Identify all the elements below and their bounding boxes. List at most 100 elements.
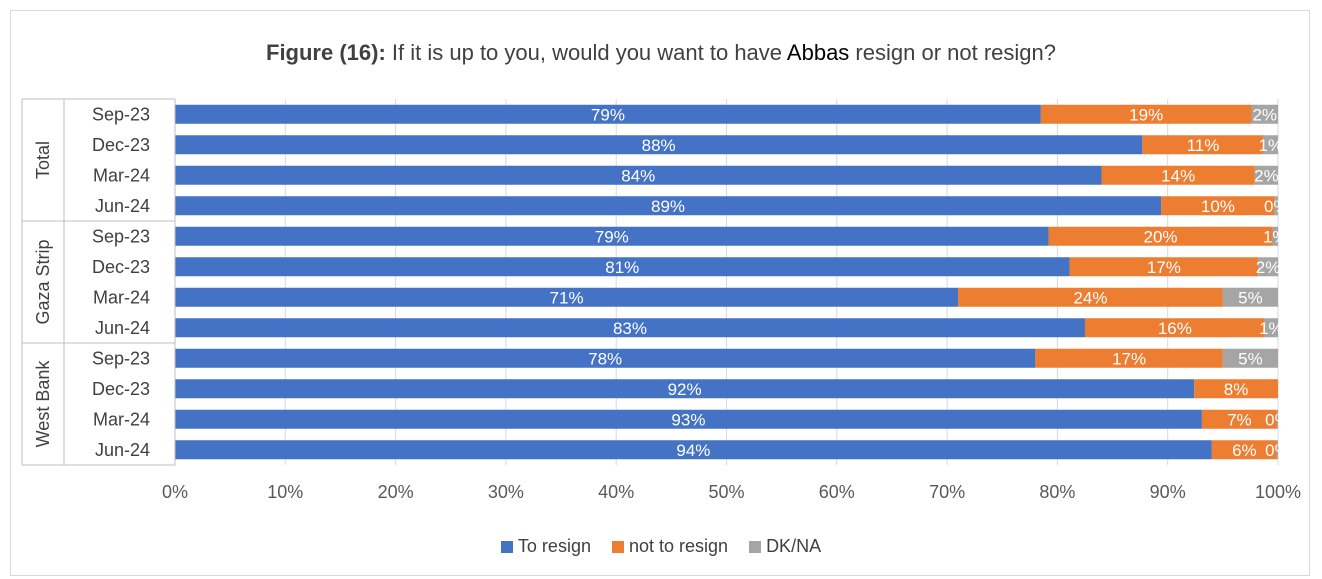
group-label: Gaza Strip (33, 239, 53, 324)
bar-not-to-resign (1161, 196, 1275, 216)
x-tick-label: 60% (819, 482, 855, 502)
bar-to-resign (175, 196, 1162, 216)
title-text-pre: If it is up to you, would you want to ha… (385, 40, 787, 65)
bar-not-to-resign (958, 287, 1223, 307)
bar-dk-na (1222, 287, 1278, 307)
bar-dk-na (1276, 409, 1278, 429)
data-label-to-resign: 89% (651, 197, 685, 216)
bar-not-to-resign (1101, 165, 1255, 185)
legend-item-dk-na: DK/NA (749, 536, 821, 557)
legend-swatch-dk-na (749, 541, 762, 553)
data-label-not-to-resign: 20% (1144, 227, 1178, 246)
data-label-dk-na: 0% (1265, 410, 1290, 429)
x-tick-label: 50% (708, 482, 744, 502)
data-label-to-resign: 79% (591, 105, 625, 124)
data-label-not-to-resign: 16% (1158, 319, 1192, 338)
x-tick-label: 90% (1150, 482, 1186, 502)
chart-legend: To resign not to resign DK/NA (0, 536, 1322, 557)
data-label-dk-na: 1% (1263, 227, 1288, 246)
bar-to-resign (175, 348, 1036, 368)
category-label: Mar-24 (93, 409, 150, 429)
bar-to-resign (175, 287, 959, 307)
data-label-dk-na: 2% (1252, 105, 1277, 124)
data-label-not-to-resign: 17% (1147, 258, 1181, 277)
category-label: Jun-24 (95, 318, 150, 338)
data-label-to-resign: 84% (621, 166, 655, 185)
bar-dk-na (1276, 440, 1278, 460)
bar-not-to-resign (1142, 135, 1264, 155)
data-label-not-to-resign: 24% (1073, 288, 1107, 307)
bar-to-resign (175, 104, 1041, 124)
x-tick-label: 10% (267, 482, 303, 502)
category-label: Jun-24 (95, 196, 150, 216)
bar-not-to-resign (1048, 226, 1273, 246)
data-label-not-to-resign: 8% (1224, 380, 1249, 399)
data-label-not-to-resign: 7% (1227, 410, 1252, 429)
bar-dk-na (1251, 104, 1278, 124)
category-label: Mar-24 (93, 165, 150, 185)
category-label: Mar-24 (93, 287, 150, 307)
data-label-dk-na: 0% (1264, 197, 1289, 216)
legend-item-not-to-resign: not to resign (611, 536, 729, 557)
data-label-dk-na: 0% (1265, 441, 1290, 460)
data-label-to-resign: 81% (605, 258, 639, 277)
data-label-dk-na: 2% (1254, 166, 1279, 185)
data-label-dk-na: 1% (1259, 319, 1284, 338)
data-label-not-to-resign: 6% (1232, 441, 1257, 460)
legend-label-dk-na: DK/NA (766, 536, 822, 556)
bar-to-resign (175, 379, 1195, 399)
data-label-not-to-resign: 17% (1112, 349, 1146, 368)
data-label-to-resign: 88% (642, 136, 676, 155)
bar-not-to-resign (1211, 440, 1277, 460)
bar-dk-na (1254, 165, 1278, 185)
bar-to-resign (175, 318, 1085, 338)
legend-label-to-resign: To resign (517, 536, 591, 556)
bar-not-to-resign (1201, 409, 1277, 429)
category-label: Sep-23 (92, 104, 150, 124)
bar-to-resign (175, 226, 1049, 246)
data-label-not-to-resign: 19% (1129, 105, 1163, 124)
bar-to-resign (175, 409, 1202, 429)
group-label: West Bank (33, 360, 53, 448)
bar-to-resign (175, 257, 1070, 277)
title-name: Abbas (786, 40, 850, 65)
category-label: Dec-23 (92, 257, 150, 277)
x-tick-label: 80% (1039, 482, 1075, 502)
data-label-not-to-resign: 14% (1161, 166, 1195, 185)
category-label: Dec-23 (92, 379, 150, 399)
data-label-not-to-resign: 10% (1201, 197, 1235, 216)
bar-chart: 0% 10% 20% 30% 40% 50% 60% 70% 80% 90% 100% 79% 19% 2… (21, 98, 1301, 502)
bar-dk-na (1222, 348, 1278, 368)
data-label-dk-na: 1% (1259, 136, 1284, 155)
data-label-to-resign: 78% (588, 349, 622, 368)
chart-title: Figure (16): If it is up to you, would y… (0, 40, 1322, 66)
x-tick-label: 100% (1255, 482, 1301, 502)
data-label-to-resign: 71% (550, 288, 584, 307)
data-label-to-resign: 92% (668, 380, 702, 399)
bar-dk-na (1263, 135, 1278, 155)
bar-not-to-resign (1194, 379, 1278, 399)
bar-dk-na (1274, 196, 1278, 216)
data-label-dk-na: 5% (1238, 288, 1263, 307)
title-text-post: resign or not resign? (849, 40, 1056, 65)
x-tick-label: 0% (162, 482, 188, 502)
category-label: Jun-24 (95, 440, 150, 460)
data-label-dk-na: 2% (1256, 258, 1281, 277)
x-tick-label: 40% (598, 482, 634, 502)
bar-to-resign (175, 165, 1102, 185)
bar-to-resign (175, 440, 1212, 460)
x-tick-label: 20% (378, 482, 414, 502)
bar-to-resign (175, 135, 1143, 155)
legend-item-to-resign: To resign (500, 536, 591, 557)
data-label-dk-na: 5% (1238, 349, 1263, 368)
bar-not-to-resign (1040, 104, 1252, 124)
figure-number: Figure (16): (266, 40, 386, 65)
data-label-to-resign: 83% (613, 319, 647, 338)
bar-not-to-resign (1069, 257, 1259, 277)
legend-label-not-to-resign: not to resign (628, 536, 729, 556)
bar-dk-na (1272, 226, 1278, 246)
legend-swatch-to-resign (500, 541, 513, 553)
bar-not-to-resign (1084, 318, 1265, 338)
data-label-to-resign: 79% (595, 227, 629, 246)
bar-not-to-resign (1035, 348, 1223, 368)
